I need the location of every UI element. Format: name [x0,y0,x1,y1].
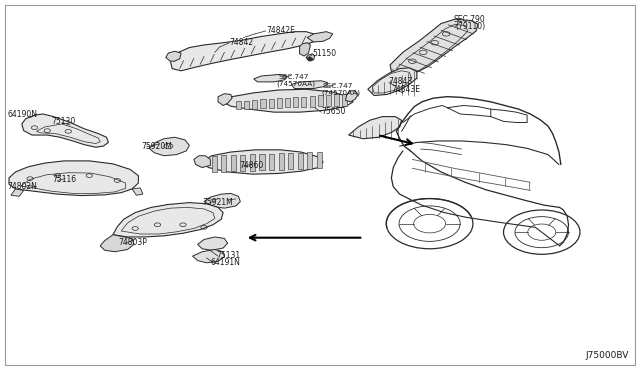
Text: 75116: 75116 [52,175,77,184]
Polygon shape [11,189,24,196]
Polygon shape [100,235,134,252]
Polygon shape [244,100,249,109]
Text: SEC.747: SEC.747 [323,83,353,89]
Polygon shape [298,153,303,169]
Polygon shape [269,154,274,170]
Polygon shape [260,99,266,108]
Text: 74842: 74842 [230,38,253,46]
Text: 64190N: 64190N [8,109,38,119]
Polygon shape [291,81,328,89]
Polygon shape [310,96,315,107]
Polygon shape [259,154,264,170]
Circle shape [307,58,312,61]
Polygon shape [326,95,331,106]
Polygon shape [113,203,223,237]
Polygon shape [301,97,307,107]
Polygon shape [193,250,225,263]
Polygon shape [9,161,138,196]
Text: 74803P: 74803P [118,238,147,247]
Polygon shape [349,116,401,139]
Polygon shape [300,43,310,56]
Polygon shape [285,98,290,108]
Polygon shape [194,156,211,167]
Text: (74570AA): (74570AA) [321,89,360,96]
Polygon shape [221,155,227,171]
Polygon shape [241,155,246,171]
Polygon shape [306,54,315,61]
Polygon shape [212,156,217,172]
Text: 74860: 74860 [240,161,264,170]
Text: 64191N: 64191N [211,258,240,267]
Text: (74570AA): (74570AA) [276,80,316,87]
Polygon shape [307,32,333,42]
Polygon shape [288,153,293,169]
Polygon shape [204,193,241,208]
Polygon shape [231,155,236,171]
Text: 74843: 74843 [389,77,413,86]
Text: 75920M: 75920M [141,142,172,151]
Polygon shape [346,91,358,102]
Polygon shape [166,51,181,61]
Text: SEC.790: SEC.790 [454,15,486,24]
Text: 75131: 75131 [217,251,241,260]
Text: 74843E: 74843E [392,85,420,94]
Polygon shape [278,153,284,170]
Text: (79110): (79110) [455,22,485,31]
Text: 74802N: 74802N [8,182,38,191]
Polygon shape [149,137,189,156]
Polygon shape [307,153,312,169]
Polygon shape [317,152,322,168]
Polygon shape [277,98,282,108]
Text: SEC.747: SEC.747 [278,74,309,80]
Polygon shape [170,32,319,71]
Polygon shape [252,100,257,109]
Polygon shape [269,99,274,108]
Polygon shape [236,101,241,109]
Polygon shape [250,154,255,171]
Polygon shape [22,114,108,147]
Text: 75130: 75130 [51,117,76,126]
Text: 75650: 75650 [321,107,346,116]
Text: 51150: 51150 [312,49,337,58]
Polygon shape [293,97,298,107]
Polygon shape [368,68,417,96]
Polygon shape [198,237,228,250]
Text: 74842E: 74842E [266,26,295,35]
Polygon shape [334,94,339,106]
Polygon shape [253,74,287,82]
Polygon shape [390,19,478,75]
Polygon shape [218,94,232,106]
Polygon shape [132,188,143,195]
Text: 75921M: 75921M [203,199,234,208]
Polygon shape [342,94,348,106]
Polygon shape [202,150,323,174]
Polygon shape [223,89,353,112]
Text: J75000BV: J75000BV [586,351,629,360]
Polygon shape [317,95,323,106]
